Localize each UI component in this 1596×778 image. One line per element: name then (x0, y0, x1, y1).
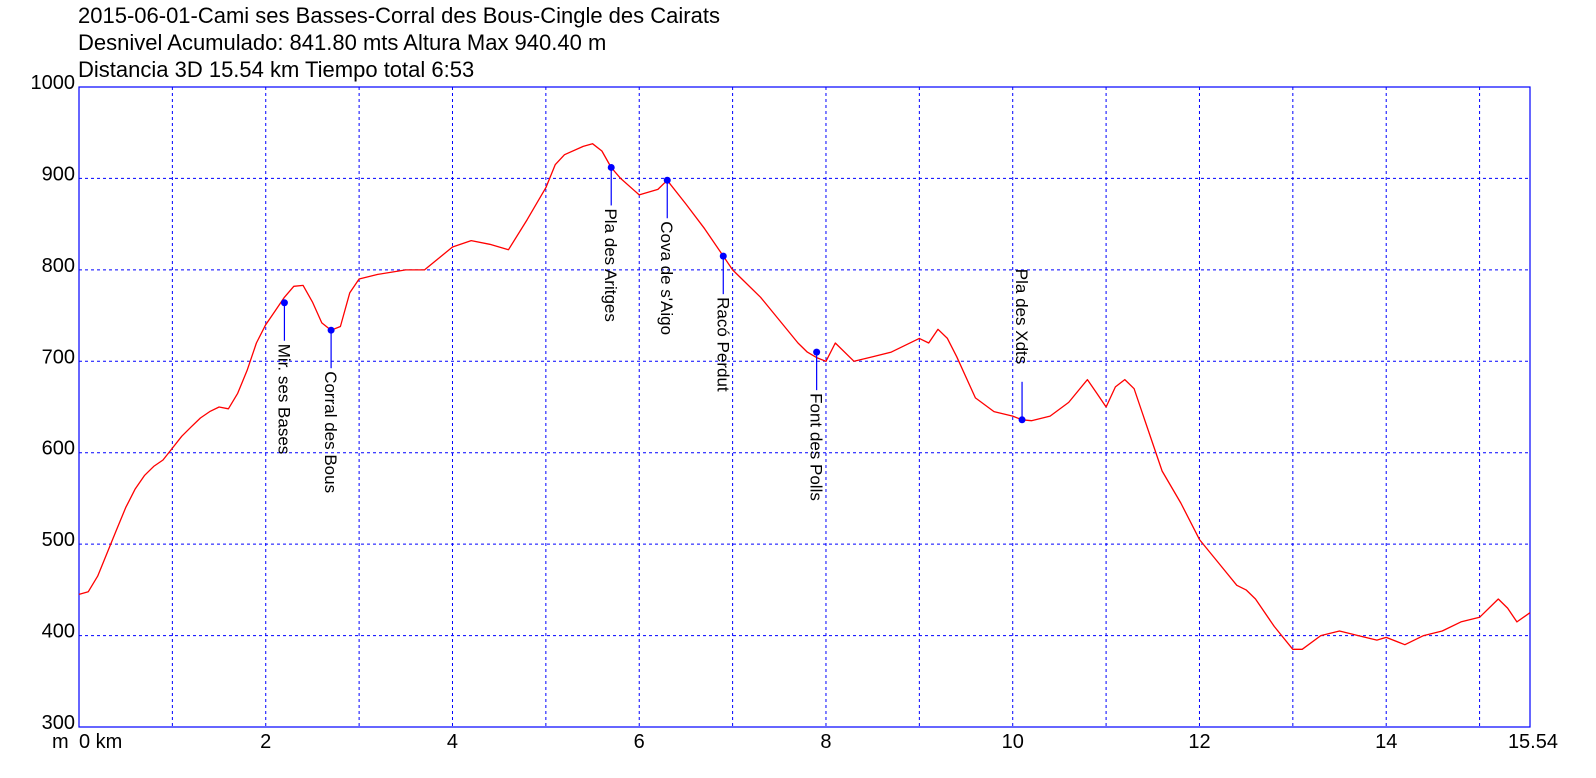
waypoint-label: Font des Polls (807, 393, 826, 501)
waypoint-label: Pla des Aritges (601, 208, 620, 321)
waypoint-markers: Mir. ses Bases Corral des Bous Pla des Ari… (274, 163, 1031, 501)
y-tick-label: 1000 (31, 72, 76, 94)
waypoint-label: Pla des Xdts (1012, 269, 1031, 364)
chart-title: 2015-06-01-Cami ses Basses-Corral des Bo… (78, 2, 720, 83)
y-tick-label: 700 (42, 346, 75, 368)
y-tick-label: 300 (42, 712, 75, 734)
profile-line-group (78, 143, 1531, 650)
elevation-line (78, 143, 1531, 650)
y-tick-label: 500 (42, 529, 75, 551)
chart-title-line-3: Distancia 3D 15.54 km Tiempo total 6:53 (78, 57, 475, 82)
x-tick-label: 6 (634, 731, 645, 753)
chart-title-line-1: 2015-06-01-Cami ses Basses-Corral des Bo… (78, 3, 720, 28)
plot-frame-rect (78, 86, 1531, 728)
waypoint-label: Cova de s'Aigo (657, 221, 676, 335)
y-tick-label: 900 (42, 163, 75, 185)
x-unit-label: m (52, 731, 69, 753)
axis-labels: 300 400 500 600 700 800 900 1000 m 0 km 2 4 6 8 10 12 14… (31, 72, 1559, 753)
y-tick-label: 600 (42, 438, 75, 460)
x-tick-label: 12 (1188, 731, 1210, 753)
waypoint-label: Corral des Bous (321, 371, 340, 493)
x-tick-label: 4 (447, 731, 458, 753)
x-tick-label: 2 (260, 731, 271, 753)
x-tick-label: 10 (1002, 731, 1024, 753)
grid-lines (79, 87, 1530, 727)
waypoint-label: Racó Perdut (713, 297, 732, 392)
x-tick-label: 14 (1375, 731, 1397, 753)
waypoint-label: Mir. ses Bases (274, 344, 293, 455)
x-tick-label: 8 (820, 731, 831, 753)
y-tick-label: 800 (42, 255, 75, 277)
chart-title-line-2: Desnivel Acumulado: 841.80 mts Altura Ma… (78, 30, 607, 55)
y-tick-label: 400 (42, 621, 75, 643)
x-tick-label: 0 km (79, 731, 122, 753)
x-tick-label: 15.54 (1508, 731, 1558, 753)
plot-frame (78, 86, 1531, 728)
